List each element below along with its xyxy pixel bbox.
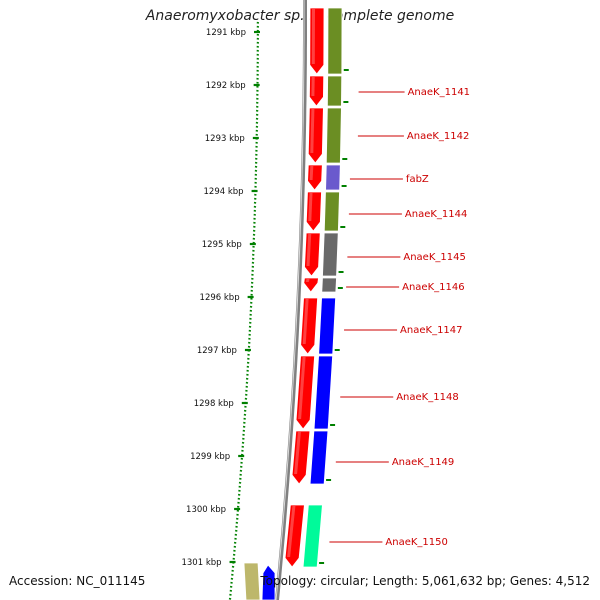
cds-arrow-shine	[306, 234, 312, 266]
accession-text: Accession: NC_011145	[9, 574, 146, 588]
cds-arrow-shine	[294, 432, 301, 474]
partial-features	[243, 562, 276, 600]
cog-box[interactable]	[327, 7, 343, 75]
scale-tick-label: 1294 kbp	[204, 187, 244, 197]
cog-box[interactable]	[326, 75, 343, 107]
scale-tick-label: 1296 kbp	[200, 293, 240, 303]
gene-label[interactable]: AnaeK_1149	[392, 457, 454, 468]
cog-box-partial	[243, 562, 261, 600]
cds-arrow-shine	[309, 166, 314, 180]
backbone-highlight	[275, 0, 305, 600]
cds-arrow[interactable]	[308, 75, 325, 107]
cds-arrow[interactable]	[300, 297, 319, 355]
cds-arrow[interactable]	[284, 504, 305, 568]
cog-box[interactable]	[302, 504, 323, 568]
cds-arrow-partial	[261, 564, 276, 600]
backbone-track	[275, 0, 307, 600]
cog-box[interactable]	[325, 164, 341, 191]
cds-arrow[interactable]	[304, 232, 321, 277]
cog-box[interactable]	[309, 430, 329, 485]
gene-label[interactable]: AnaeK_1145	[403, 252, 465, 263]
backbone-line	[275, 0, 307, 600]
scale-tick-label: 1297 kbp	[197, 346, 237, 356]
cds-arrow-shine	[308, 193, 313, 221]
cds-arrow[interactable]	[307, 164, 323, 191]
gene-label[interactable]: AnaeK_1144	[405, 209, 467, 220]
scale-tick-label: 1298 kbp	[194, 399, 234, 409]
cds-arrow[interactable]	[307, 107, 324, 164]
map-title: Anaeromyxobacter sp. K, complete genome	[145, 8, 455, 24]
cds-arrow-shine	[298, 357, 306, 419]
cog-track	[302, 7, 349, 568]
cds-arrow-shine	[311, 9, 315, 64]
scale-tick-label: 1300 kbp	[186, 505, 226, 515]
cds-arrow-shine	[310, 109, 315, 153]
cds-arrow[interactable]	[309, 7, 325, 75]
gene-label[interactable]: AnaeK_1150	[385, 537, 447, 548]
gene-label[interactable]: fabZ	[406, 174, 429, 185]
cds-arrow-shine	[305, 279, 310, 282]
genome-summary: Topology: circular; Length: 5,061,632 bp…	[260, 574, 590, 588]
cds-arrow[interactable]	[295, 355, 316, 430]
scale-track: 1291 kbp 1292 kbp 1293 kbp 1294 kbp 1295 kbp…	[181, 21, 260, 600]
gene-label[interactable]: AnaeK_1141	[408, 87, 470, 98]
cog-box[interactable]	[318, 297, 337, 355]
cds-arrow[interactable]	[305, 191, 322, 232]
cds-arrow[interactable]	[303, 277, 319, 293]
gene-labels: AnaeK_1141 AnaeK_1142 fabZ AnaeK_1144 AnaeK_…	[329, 87, 470, 548]
gene-label[interactable]: AnaeK_1146	[402, 282, 464, 293]
scale-dotted-line	[228, 21, 260, 600]
scale-tick-label: 1295 kbp	[202, 240, 242, 250]
scale-tick-label: 1293 kbp	[205, 134, 245, 144]
cds-arrow-shine	[311, 77, 315, 96]
scale-tick-label: 1299 kbp	[190, 452, 230, 462]
gene-label[interactable]: AnaeK_1147	[400, 325, 462, 336]
cog-box[interactable]	[325, 107, 342, 164]
cds-arrow-shine	[287, 506, 296, 557]
cds-arrow-shine	[302, 299, 309, 344]
scale-tick-label: 1301 kbp	[181, 558, 221, 568]
cds-arrow[interactable]	[291, 430, 311, 485]
gene-label[interactable]: AnaeK_1148	[396, 392, 458, 403]
scale-tick-label: 1292 kbp	[206, 81, 246, 91]
cog-box[interactable]	[321, 277, 337, 293]
scale-tick-label: 1291 kbp	[206, 28, 246, 38]
cog-box[interactable]	[323, 191, 340, 232]
gene-label[interactable]: AnaeK_1142	[407, 131, 469, 142]
cog-box[interactable]	[322, 232, 339, 277]
cds-track	[284, 7, 325, 568]
cog-box[interactable]	[313, 355, 334, 430]
